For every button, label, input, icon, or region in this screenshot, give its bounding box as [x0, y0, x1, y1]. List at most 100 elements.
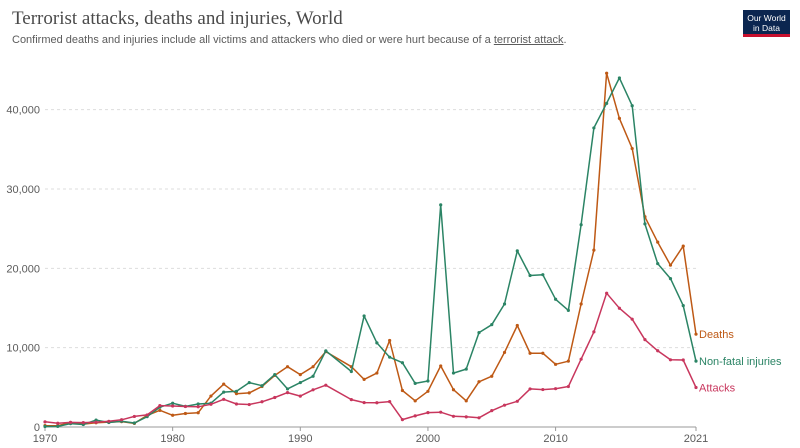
data-point[interactable]: [298, 394, 302, 398]
data-point[interactable]: [196, 405, 200, 409]
data-point[interactable]: [681, 244, 685, 248]
data-point[interactable]: [56, 421, 60, 425]
data-point[interactable]: [107, 419, 111, 423]
data-point[interactable]: [298, 373, 302, 377]
data-point[interactable]: [222, 397, 226, 401]
data-point[interactable]: [502, 302, 507, 306]
data-point[interactable]: [388, 355, 392, 359]
data-point[interactable]: [643, 338, 647, 342]
data-point[interactable]: [553, 362, 558, 366]
data-point[interactable]: [158, 408, 162, 412]
data-point[interactable]: [247, 402, 251, 407]
data-point[interactable]: [222, 382, 226, 386]
data-point[interactable]: [260, 384, 264, 388]
data-point[interactable]: [362, 377, 366, 381]
data-point[interactable]: [694, 332, 698, 336]
data-point[interactable]: [605, 71, 609, 75]
series-line-non-fatal-injuries[interactable]: [44, 77, 697, 428]
data-point[interactable]: [592, 330, 596, 334]
data-point[interactable]: [132, 414, 136, 419]
data-point[interactable]: [477, 380, 481, 384]
data-point[interactable]: [132, 421, 136, 425]
data-point[interactable]: [643, 222, 647, 226]
data-point[interactable]: [273, 395, 277, 400]
data-point[interactable]: [490, 409, 494, 413]
data-point[interactable]: [375, 371, 379, 375]
data-point[interactable]: [183, 404, 188, 409]
data-point[interactable]: [528, 387, 532, 391]
data-point[interactable]: [400, 361, 405, 365]
data-point[interactable]: [400, 418, 405, 422]
data-point[interactable]: [681, 358, 685, 362]
data-point[interactable]: [400, 388, 405, 393]
data-point[interactable]: [668, 277, 673, 281]
data-point[interactable]: [426, 389, 430, 393]
data-point[interactable]: [273, 373, 277, 377]
data-point[interactable]: [515, 249, 519, 253]
data-point[interactable]: [311, 374, 315, 378]
data-point[interactable]: [260, 400, 264, 404]
data-point[interactable]: [668, 358, 673, 362]
data-point[interactable]: [617, 76, 622, 80]
data-point[interactable]: [630, 317, 634, 321]
series-label[interactable]: Non-fatal injuries: [699, 356, 782, 368]
data-point[interactable]: [566, 384, 570, 389]
data-point[interactable]: [694, 359, 698, 363]
data-point[interactable]: [451, 371, 456, 375]
series-line-deaths[interactable]: [45, 72, 697, 427]
data-point[interactable]: [413, 381, 417, 385]
data-point[interactable]: [579, 223, 583, 227]
data-point[interactable]: [222, 390, 226, 394]
data-point[interactable]: [209, 394, 213, 398]
data-point[interactable]: [502, 350, 507, 355]
data-point[interactable]: [171, 413, 175, 417]
data-point[interactable]: [617, 116, 622, 120]
data-point[interactable]: [94, 420, 98, 424]
data-point[interactable]: [477, 416, 481, 420]
data-point[interactable]: [490, 374, 494, 378]
data-point[interactable]: [196, 402, 200, 406]
data-point[interactable]: [362, 400, 366, 405]
data-point[interactable]: [502, 403, 507, 407]
data-point[interactable]: [656, 240, 660, 244]
data-point[interactable]: [285, 387, 290, 391]
data-point[interactable]: [477, 330, 481, 335]
data-point[interactable]: [171, 404, 175, 408]
data-point[interactable]: [553, 387, 558, 391]
data-point[interactable]: [68, 420, 73, 424]
data-point[interactable]: [528, 351, 532, 355]
data-point[interactable]: [515, 323, 519, 328]
data-point[interactable]: [183, 411, 188, 416]
data-point[interactable]: [515, 399, 519, 403]
data-point[interactable]: [579, 357, 583, 361]
data-point[interactable]: [464, 399, 468, 403]
data-point[interactable]: [234, 392, 239, 396]
data-point[interactable]: [119, 418, 124, 422]
data-point[interactable]: [43, 420, 47, 424]
data-point[interactable]: [630, 104, 634, 108]
data-point[interactable]: [81, 421, 85, 425]
data-point[interactable]: [234, 402, 239, 406]
data-point[interactable]: [541, 273, 545, 277]
data-point[interactable]: [388, 338, 392, 343]
data-point[interactable]: [464, 415, 468, 419]
data-point[interactable]: [630, 146, 634, 151]
data-point[interactable]: [426, 379, 430, 383]
data-point[interactable]: [681, 304, 685, 308]
data-point[interactable]: [579, 302, 583, 306]
data-point[interactable]: [298, 380, 302, 385]
data-point[interactable]: [247, 380, 251, 385]
data-point[interactable]: [490, 323, 494, 327]
data-point[interactable]: [668, 263, 673, 267]
data-point[interactable]: [209, 402, 213, 406]
data-point[interactable]: [451, 414, 456, 418]
data-point[interactable]: [56, 424, 60, 428]
data-point[interactable]: [439, 410, 443, 414]
data-point[interactable]: [43, 424, 47, 429]
series-label[interactable]: Attacks: [699, 382, 736, 394]
data-point[interactable]: [605, 291, 609, 295]
data-point[interactable]: [541, 351, 545, 355]
data-point[interactable]: [388, 400, 392, 404]
data-point[interactable]: [285, 391, 290, 395]
data-point[interactable]: [349, 398, 353, 402]
